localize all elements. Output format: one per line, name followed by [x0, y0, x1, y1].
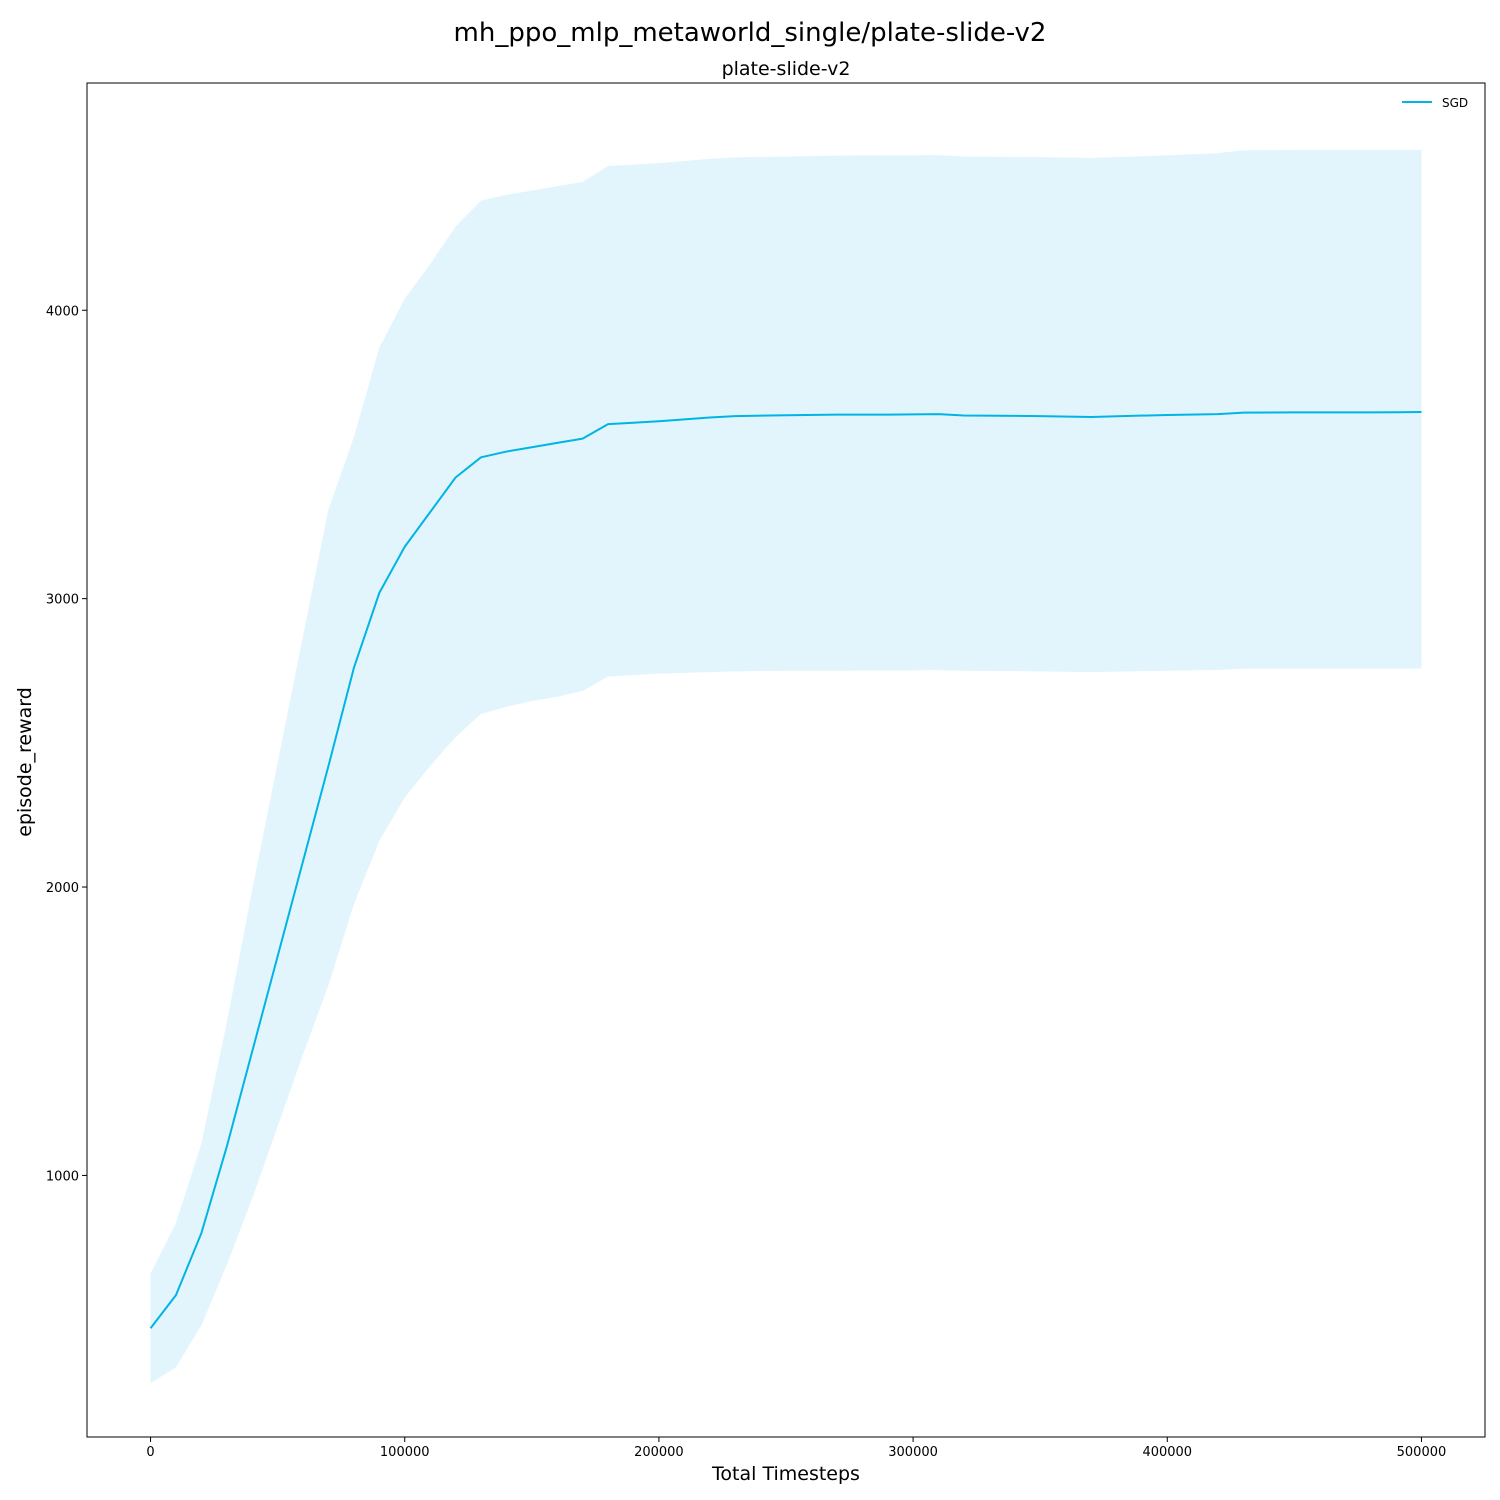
y-axis-ticks: 1000 2000 3000 4000 [46, 304, 87, 1184]
figure-suptitle: mh_ppo_mlp_metaworld_single/plate-slide-… [454, 18, 1047, 48]
series-line-0 [149, 411, 1422, 1329]
x-tick-label: 100000 [380, 1445, 430, 1460]
x-tick-label: 500000 [1397, 1445, 1447, 1460]
axes-frame [86, 82, 1486, 1438]
x-axis-label: Total Timesteps [711, 1463, 860, 1485]
plot-area [149, 149, 1422, 1384]
x-tick-label: 400000 [1142, 1445, 1192, 1460]
y-tick-label: 2000 [46, 881, 79, 896]
legend: SGD [1402, 96, 1468, 110]
y-axis-label: episode_reward [14, 687, 36, 837]
x-tick-label: 0 [146, 1445, 154, 1460]
x-tick-label: 200000 [634, 1445, 684, 1460]
legend-label-sgd: SGD [1442, 96, 1468, 110]
x-axis-ticks: 0 100000 200000 300000 400000 500000 [146, 1437, 1446, 1460]
x-tick-label: 300000 [888, 1445, 938, 1460]
y-tick-label: 3000 [46, 593, 79, 608]
axes-title: plate-slide-v2 [722, 58, 851, 80]
series-band-0 [150, 149, 1422, 1384]
y-tick-label: 4000 [46, 304, 79, 319]
y-tick-label: 1000 [46, 1169, 79, 1184]
